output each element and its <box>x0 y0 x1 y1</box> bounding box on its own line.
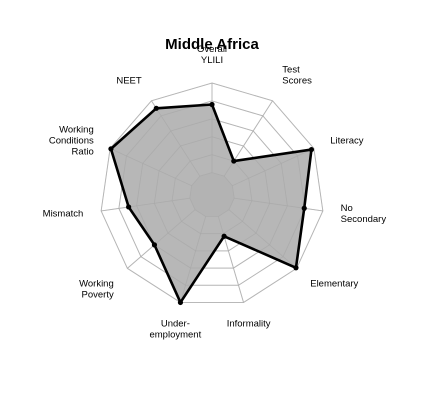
data-point <box>177 299 184 306</box>
data-point <box>209 101 215 108</box>
grid-ring-overlay <box>171 154 253 235</box>
grid-ring-overlay <box>153 136 271 252</box>
grid-spoke-overlay <box>109 148 192 187</box>
axis-label: Working Conditions Ratio <box>49 125 94 158</box>
center-hole <box>189 172 235 217</box>
grid-spoke-overlay <box>223 100 273 177</box>
data-point <box>231 158 237 164</box>
data-point <box>153 105 159 111</box>
data-point <box>293 265 299 271</box>
grid-ring-overlay <box>100 82 324 303</box>
axis-label: Literacy <box>330 136 364 147</box>
grid-spoke-overlay <box>228 209 297 269</box>
series-line <box>109 103 313 304</box>
data-point <box>221 233 227 239</box>
axis-label: No Secondary <box>341 203 387 225</box>
data-point <box>301 205 307 211</box>
grid-spoke-overlay <box>101 197 190 212</box>
data-point <box>126 204 132 210</box>
grid-spoke-overlay <box>151 100 201 177</box>
axis-label: Elementary <box>310 279 358 290</box>
grid-ring-overlay <box>118 100 306 286</box>
axis-label: Test Scores <box>282 64 312 86</box>
axis-label: Informality <box>227 318 271 329</box>
axis-labels: Overall YLILI Test Scores Literacy No Secondar… <box>43 44 387 341</box>
grid-spoke-overlay <box>217 216 244 303</box>
grid-spoke-overlay <box>232 148 315 187</box>
radar-series <box>100 82 324 306</box>
axis-label: Under-employment <box>149 318 201 340</box>
chart-title: Middle Africa <box>165 36 259 53</box>
axis-label: Working Poverty <box>79 279 114 301</box>
data-point <box>308 146 315 153</box>
grid-ring-overlay <box>136 118 288 269</box>
grid-spoke-overlay <box>127 209 196 269</box>
axis-label: Overall YLILI <box>197 44 227 66</box>
axis-label: NEET <box>116 75 142 86</box>
grid-spoke-overlay <box>234 197 323 212</box>
grid-spoke-overlay <box>180 216 207 303</box>
data-point <box>108 146 114 152</box>
axis-label: Mismatch <box>43 208 84 219</box>
grid-ring-overlay <box>189 172 235 217</box>
data-point <box>151 242 158 248</box>
